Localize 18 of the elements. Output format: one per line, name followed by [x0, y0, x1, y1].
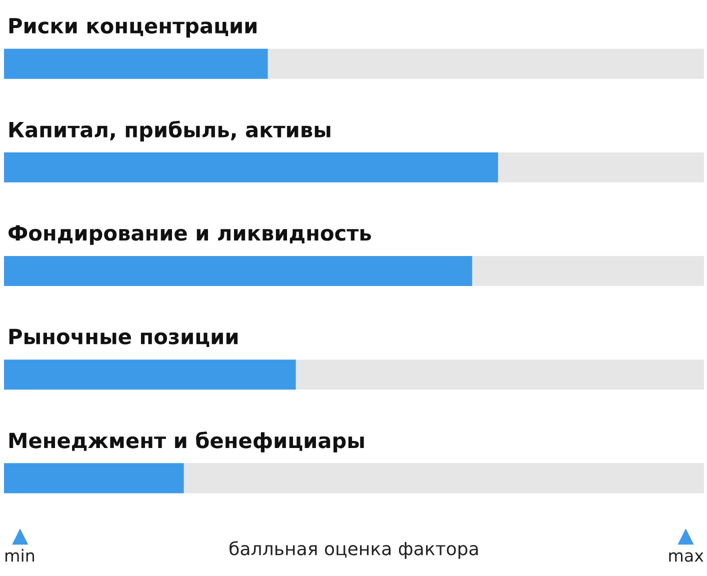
bar: [4, 256, 472, 286]
bar: [4, 48, 268, 79]
bar: [184, 463, 704, 494]
x-axis-title: балльная оценка фактора: [230, 541, 478, 559]
bar: [472, 256, 704, 286]
bar: [4, 463, 184, 494]
y-tick-label: Фондирование и ликвидность: [8, 225, 371, 245]
text: min: [6, 548, 34, 562]
y-tick-label: Риски концентрации: [9, 18, 256, 38]
bar: [4, 360, 296, 390]
bar: [296, 360, 704, 390]
bar: [498, 152, 704, 182]
y-tick-label: Капитал, прибыль, активы: [9, 120, 330, 142]
text: max: [669, 552, 704, 562]
y-tick-label: Рыночные позиции: [9, 328, 238, 347]
bar: [4, 152, 498, 182]
bar: [268, 48, 704, 79]
y-tick-label: Менеджмент и бенефициары: [9, 432, 364, 452]
